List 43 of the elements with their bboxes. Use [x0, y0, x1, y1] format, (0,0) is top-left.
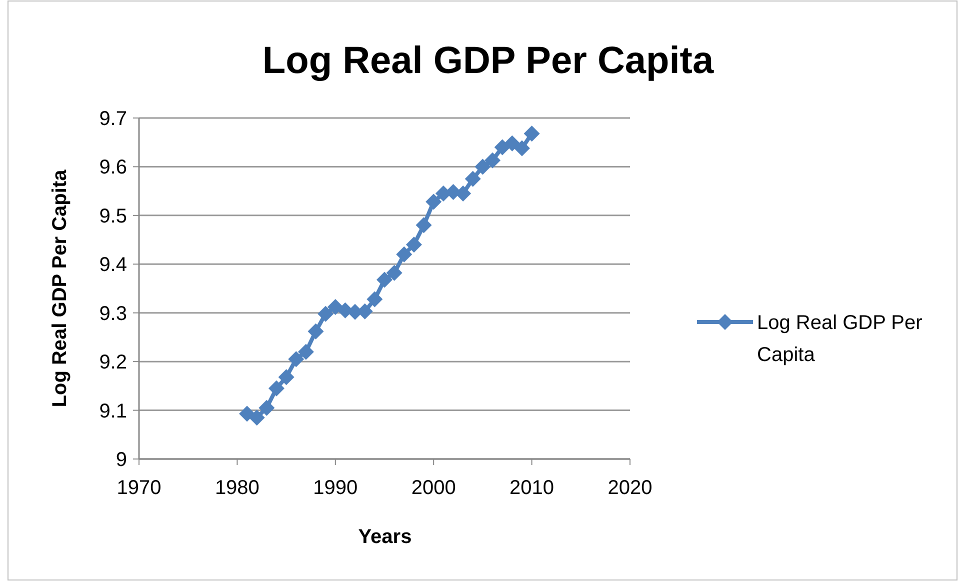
- point: [239, 406, 256, 422]
- point: [318, 306, 334, 322]
- point: [396, 246, 412, 262]
- y-tick-label: 9: [116, 449, 127, 471]
- legend-label: Log Real GDP Per Capita: [757, 312, 923, 366]
- y-tick-label: 9.3: [99, 302, 127, 325]
- point: [376, 272, 392, 288]
- x-tick-label: 1970: [116, 477, 162, 499]
- point: [464, 170, 481, 187]
- point: [248, 410, 265, 426]
- point: [278, 369, 294, 386]
- point: [386, 264, 402, 281]
- y-tick-label: 9.2: [99, 352, 127, 374]
- point: [416, 217, 432, 234]
- x-tick-label: 1990: [313, 477, 358, 499]
- y-tick-label: 9.1: [99, 400, 127, 422]
- x-tick-label: 1980: [214, 477, 260, 499]
- point: [298, 344, 314, 360]
- point: [268, 380, 284, 396]
- chart-title: Log Real GDP Per Capita: [262, 40, 714, 82]
- point: [366, 291, 383, 308]
- x-axis-title: Years: [358, 526, 412, 548]
- x-tick-label: 2020: [608, 477, 652, 499]
- point: [308, 323, 324, 340]
- point: [524, 126, 540, 142]
- point: [327, 299, 344, 316]
- y-tick-label: 9.5: [99, 205, 127, 228]
- y-tick-label: 9.6: [99, 156, 127, 179]
- point: [494, 139, 510, 156]
- point: [474, 158, 491, 175]
- point: [455, 186, 472, 202]
- point: [426, 194, 442, 210]
- y-tick-label: 9.7: [99, 108, 127, 130]
- point: [406, 236, 422, 253]
- x-tick-label: 2010: [510, 477, 554, 499]
- point: [484, 152, 501, 168]
- point: [504, 135, 520, 152]
- y-axis-title: Log Real GDP Per Capita: [49, 168, 71, 408]
- point: [258, 400, 275, 416]
- y-tick-label: 9.4: [99, 254, 127, 276]
- x-tick-label: 2000: [411, 477, 456, 499]
- point: [288, 351, 304, 368]
- point: [514, 140, 530, 156]
